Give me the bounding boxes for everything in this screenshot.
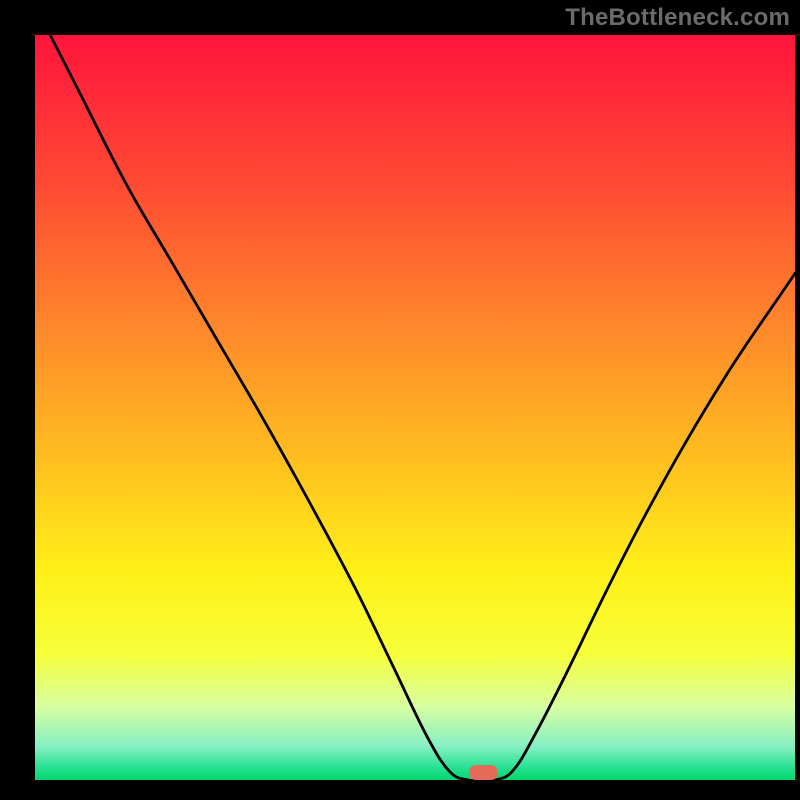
plot-gradient-background bbox=[35, 35, 795, 780]
bottleneck-chart bbox=[0, 0, 800, 800]
optimal-point-marker bbox=[469, 765, 498, 780]
watermark-text: TheBottleneck.com bbox=[565, 4, 790, 32]
